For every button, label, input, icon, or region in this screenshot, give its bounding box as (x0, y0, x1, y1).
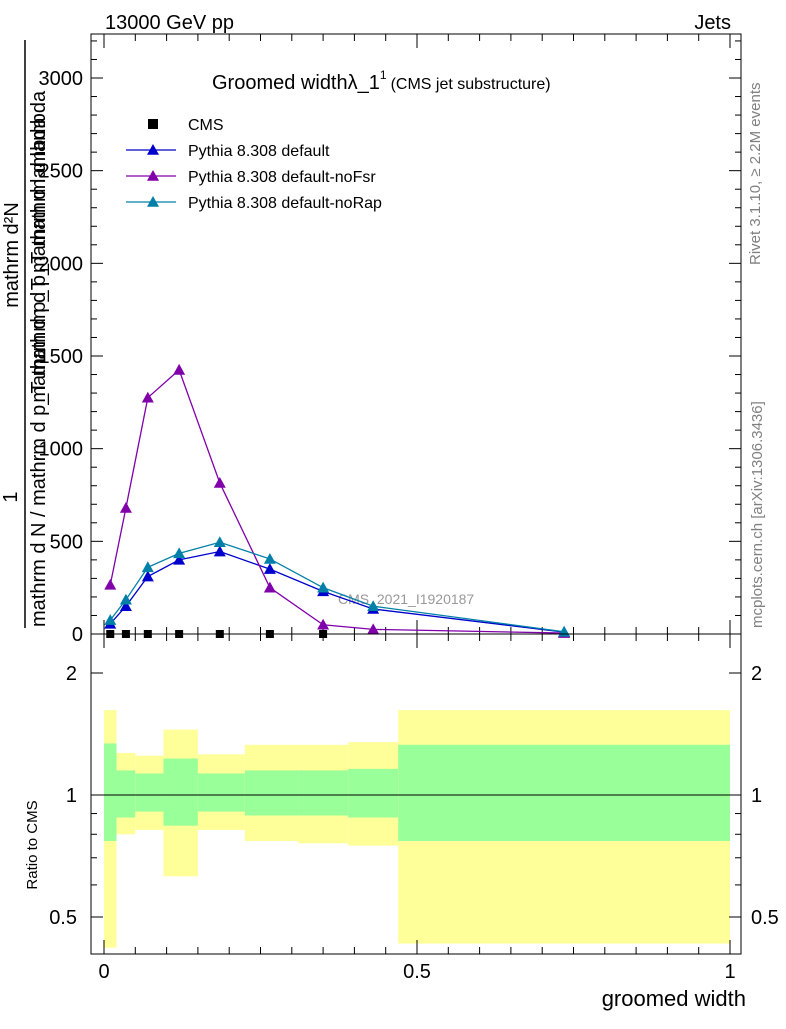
series-point (141, 391, 154, 403)
ratio-tick-label-left: 0.5 (49, 907, 77, 929)
legend-marker (147, 196, 159, 207)
series-point (263, 552, 276, 564)
x-axis-title: groomed width (602, 986, 746, 1011)
series-point (104, 578, 117, 590)
ratio-x-ticks (103, 634, 731, 954)
series-point (317, 618, 330, 630)
ratio-tick-label-left: 1 (66, 785, 77, 807)
ylabel-top: mathrm d²N (1, 202, 23, 308)
plot-title: Groomed widthλ_11 (CMS jet substructure) (212, 68, 551, 94)
x-tick-label: 0.5 (403, 961, 431, 983)
ratio-inner-band (163, 758, 198, 826)
ratio-inner-band (104, 743, 117, 842)
x-tick-label: 0 (98, 961, 109, 983)
x-axis-labels: 0 0.5 1 (98, 961, 735, 983)
legend-item: CMS (148, 117, 224, 134)
ratio-inner-band (348, 768, 399, 818)
y-tick-label: 1000 (39, 439, 84, 461)
legend-item: Pythia 8.308 default-noFsr (126, 169, 376, 186)
series-point (141, 561, 154, 573)
plot-title-lambda: λ_1 (348, 72, 380, 94)
analysis-id-label: CMS_2021_I1920187 (338, 591, 474, 607)
plot-title-main: Groomed width (212, 72, 348, 94)
series-point (367, 623, 380, 635)
ratio-y-label: Ratio to CMS (24, 800, 41, 889)
main-y-ticks: 0 500 1000 1500 2000 2500 3000 (39, 40, 741, 646)
y-tick-label: 0 (72, 624, 83, 646)
y-tick-label: 2000 (39, 253, 84, 275)
ratio-tick-label-right: 0.5 (751, 907, 779, 929)
ratio-plot-frame (90, 633, 742, 955)
series-point (119, 501, 132, 513)
main-plot: 0 500 1000 1500 2000 2500 3000 Groomed widthλ_… (0, 33, 742, 646)
series-point (263, 581, 276, 593)
series-point (119, 600, 132, 611)
ratio-inner-band (135, 773, 164, 812)
ratio-plot: 0.5 0.5 1 1 2 2 Ratio to CMS (24, 633, 779, 955)
legend-label: Pythia 8.308 default-noRap (188, 195, 382, 212)
legend-marker (147, 170, 159, 181)
legend-label: CMS (188, 117, 224, 134)
series-point (317, 581, 330, 593)
ratio-bands (104, 710, 730, 948)
y-tick-label: 2500 (39, 161, 84, 183)
ratio-y-ticks: 0.5 0.5 1 1 2 2 (49, 663, 779, 929)
series-point (141, 570, 154, 582)
ratio-inner-band (244, 770, 299, 816)
y-tick-label: 3000 (39, 68, 84, 90)
category-label: Jets (694, 12, 731, 34)
plot-title-sup: 1 (380, 68, 387, 82)
y-tick-label: 500 (50, 531, 83, 553)
y-tick-label: 1500 (39, 346, 84, 368)
rivet-label: Rivet 3.1.10, ≥ 2.2M events (747, 83, 764, 266)
legend: CMS Pythia 8.308 default Pythia 8.308 defa… (126, 117, 382, 212)
ratio-inner-band (197, 773, 245, 812)
main-series-layer (104, 363, 571, 638)
series-point (213, 545, 226, 557)
series-point (213, 476, 226, 488)
series-point (263, 563, 276, 574)
series-point (119, 593, 132, 605)
plot-title-paren: (CMS jet substructure) (391, 76, 551, 93)
legend-label: Pythia 8.308 default-noFsr (188, 169, 376, 186)
series-point (213, 536, 226, 548)
main-x-ticks (103, 34, 731, 634)
series-point (367, 600, 380, 611)
ratio-tick-label-right: 1 (751, 785, 762, 807)
ylabel-denominator: mathrm d N / mathrm d p_T mathrm d p_T m… (28, 90, 50, 627)
series-point (173, 547, 186, 559)
legend-marker (148, 119, 158, 129)
ratio-inner-band (398, 744, 730, 842)
series-point (104, 614, 117, 625)
ratio-inner-band (116, 770, 136, 818)
mcplots-label: mcplots.cern.ch [arXiv:1306.3436] (749, 401, 766, 628)
legend-item: Pythia 8.308 default (126, 143, 330, 160)
ratio-inner-band (298, 770, 349, 816)
x-tick-label: 1 (724, 961, 735, 983)
legend-marker (147, 144, 159, 155)
legend-label: Pythia 8.308 default (188, 143, 330, 160)
main-y-label: 1 mathrm d N / mathrm d p_T mathrm d p_T… (0, 40, 50, 628)
series-point (173, 553, 186, 565)
ylabel-numerator-one: 1 (0, 491, 22, 502)
energy-label: 13000 GeV pp (105, 12, 234, 34)
legend-item: Pythia 8.308 default-noRap (126, 195, 382, 212)
ratio-tick-label-right: 2 (751, 663, 762, 685)
series-point (173, 363, 186, 375)
series-pythia-8-308-default-norap (104, 536, 571, 637)
ratio-tick-label-left: 2 (66, 663, 77, 685)
ylabel-mid: mathrm d p_T mathrm d lambda (28, 116, 50, 402)
